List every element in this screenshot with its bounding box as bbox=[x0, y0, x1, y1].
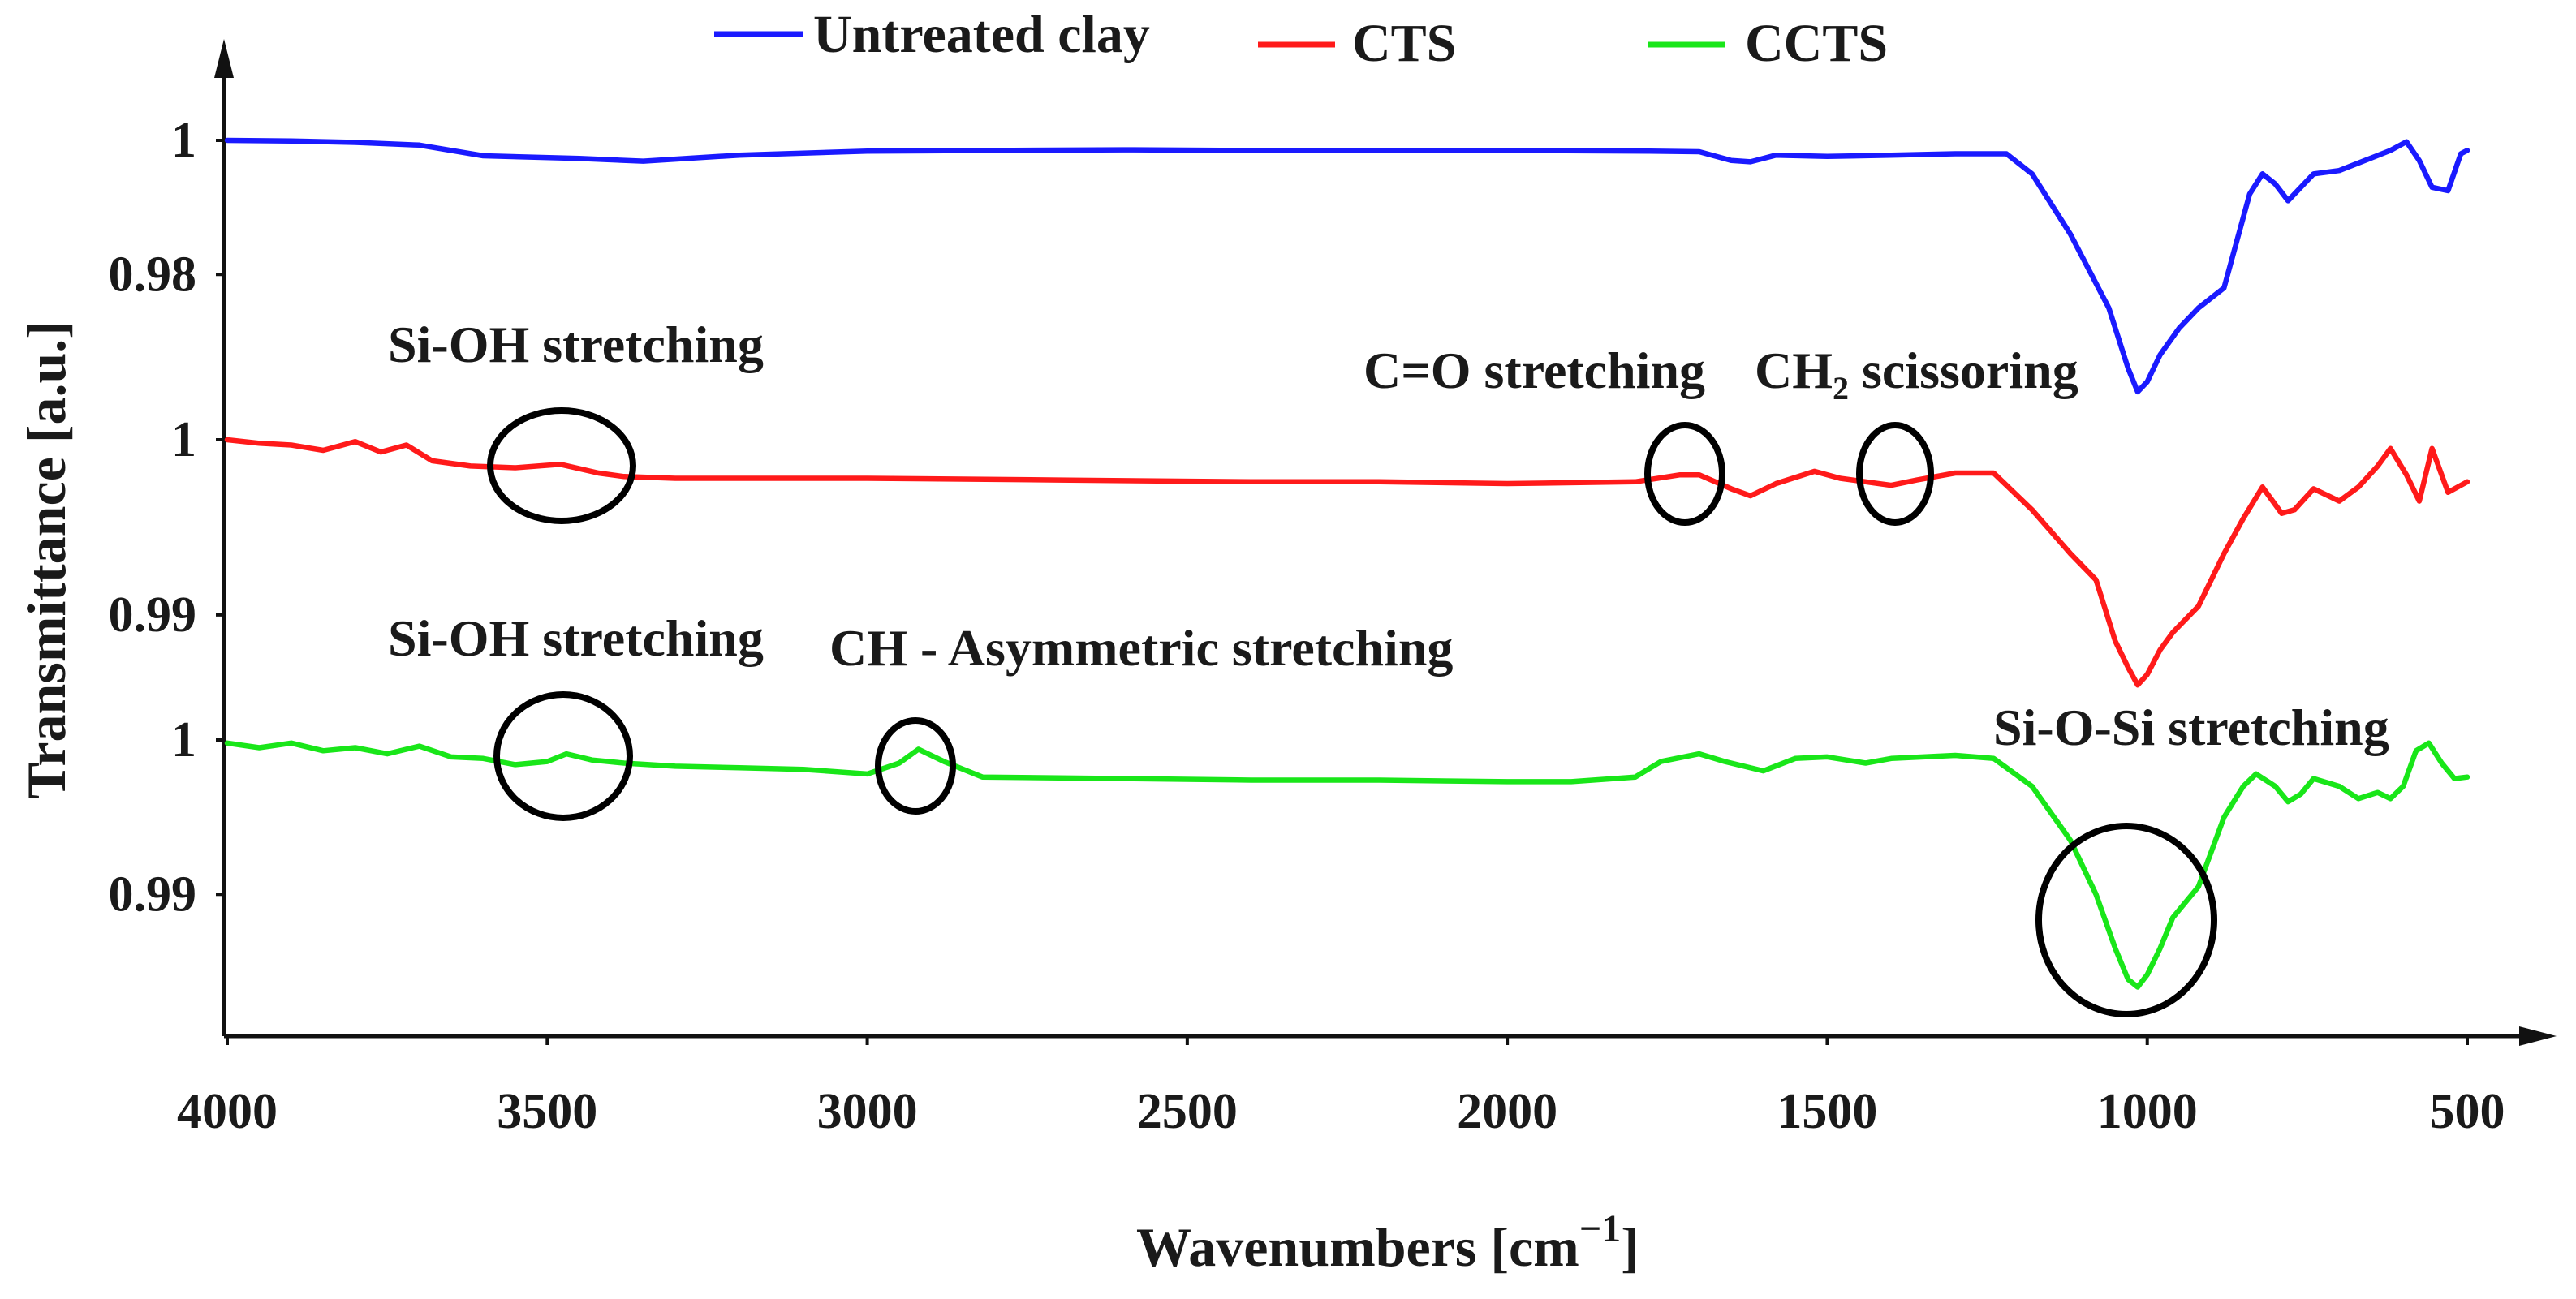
y-axis-arrow bbox=[214, 39, 234, 78]
y-axis-title: Transmittance [a.u.] bbox=[15, 320, 77, 799]
legend-label-untreated-clay: Untreated clay bbox=[813, 5, 1150, 64]
y-ticks: 1 0.98 1 0.99 1 0.99 bbox=[109, 113, 224, 922]
y-tick-label: 1 bbox=[171, 412, 196, 467]
x-tick-label: 500 bbox=[2430, 1084, 2505, 1139]
x-tick-label: 3500 bbox=[497, 1084, 597, 1139]
x-tick-label: 1000 bbox=[2097, 1084, 2198, 1139]
x-tick-label: 3000 bbox=[817, 1084, 918, 1139]
x-axis-title: Wavenumbers [cm−1] bbox=[1136, 1207, 1639, 1278]
series-line-untreated-clay bbox=[224, 137, 2470, 395]
annotation-c-o-cts: C=O stretching bbox=[1363, 342, 1705, 399]
annotation-ch2-main: CH bbox=[1755, 342, 1833, 399]
x-tick-label: 2000 bbox=[1457, 1084, 1557, 1139]
legend-label-cts: CTS bbox=[1352, 14, 1456, 73]
annotation-ch2-cts: CH2 scissoring bbox=[1755, 342, 2078, 406]
annotation-si-oh-ccts: Si-OH stretching bbox=[388, 609, 764, 667]
series-group bbox=[224, 137, 2470, 990]
series-line-ccts bbox=[224, 740, 2470, 990]
y-tick-label: 1 bbox=[171, 113, 196, 168]
circle-c-o-cts bbox=[1644, 422, 1725, 526]
y-tick-label: 0.99 bbox=[109, 867, 197, 922]
circle-si-oh-cts bbox=[487, 407, 636, 524]
x-axis-title-superscript: −1 bbox=[1579, 1207, 1621, 1250]
series-line-cts bbox=[224, 437, 2470, 688]
x-axis-arrow bbox=[2519, 1026, 2557, 1046]
circle-si-o-si-ccts bbox=[2035, 823, 2217, 1017]
y-tick-label: 0.98 bbox=[109, 247, 197, 302]
legend-label-ccts: CCTS bbox=[1745, 14, 1888, 73]
annotation-ch2-after: scissoring bbox=[1849, 342, 2078, 399]
axes bbox=[214, 39, 2557, 1046]
annotation-ch2-subscript: 2 bbox=[1833, 370, 1849, 406]
x-tick-label: 2500 bbox=[1137, 1084, 1238, 1139]
x-axis-title-main: Wavenumbers [cm bbox=[1136, 1216, 1579, 1278]
x-axis-title-close: ] bbox=[1621, 1216, 1639, 1278]
annotation-ch-asym-ccts: CH - Asymmetric stretching bbox=[829, 619, 1453, 677]
x-tick-label: 4000 bbox=[177, 1084, 278, 1139]
annotations: Si-OH stretching C=O stretching CH2 scis… bbox=[388, 316, 2389, 1017]
y-tick-label: 1 bbox=[171, 712, 196, 768]
legend: Untreated clay CTS CCTS bbox=[714, 5, 1888, 73]
circle-si-oh-ccts bbox=[493, 691, 633, 821]
annotation-si-o-si-ccts: Si-O-Si stretching bbox=[1993, 699, 2389, 756]
annotation-si-oh-cts: Si-OH stretching bbox=[388, 316, 764, 373]
y-tick-label: 0.99 bbox=[109, 587, 197, 643]
x-ticks: 4000 3500 3000 2500 2000 1500 1000 500 bbox=[177, 1036, 2505, 1139]
circle-ch-asym-ccts bbox=[875, 717, 956, 815]
x-tick-label: 1500 bbox=[1777, 1084, 1877, 1139]
circle-ch2-cts bbox=[1856, 422, 1934, 526]
